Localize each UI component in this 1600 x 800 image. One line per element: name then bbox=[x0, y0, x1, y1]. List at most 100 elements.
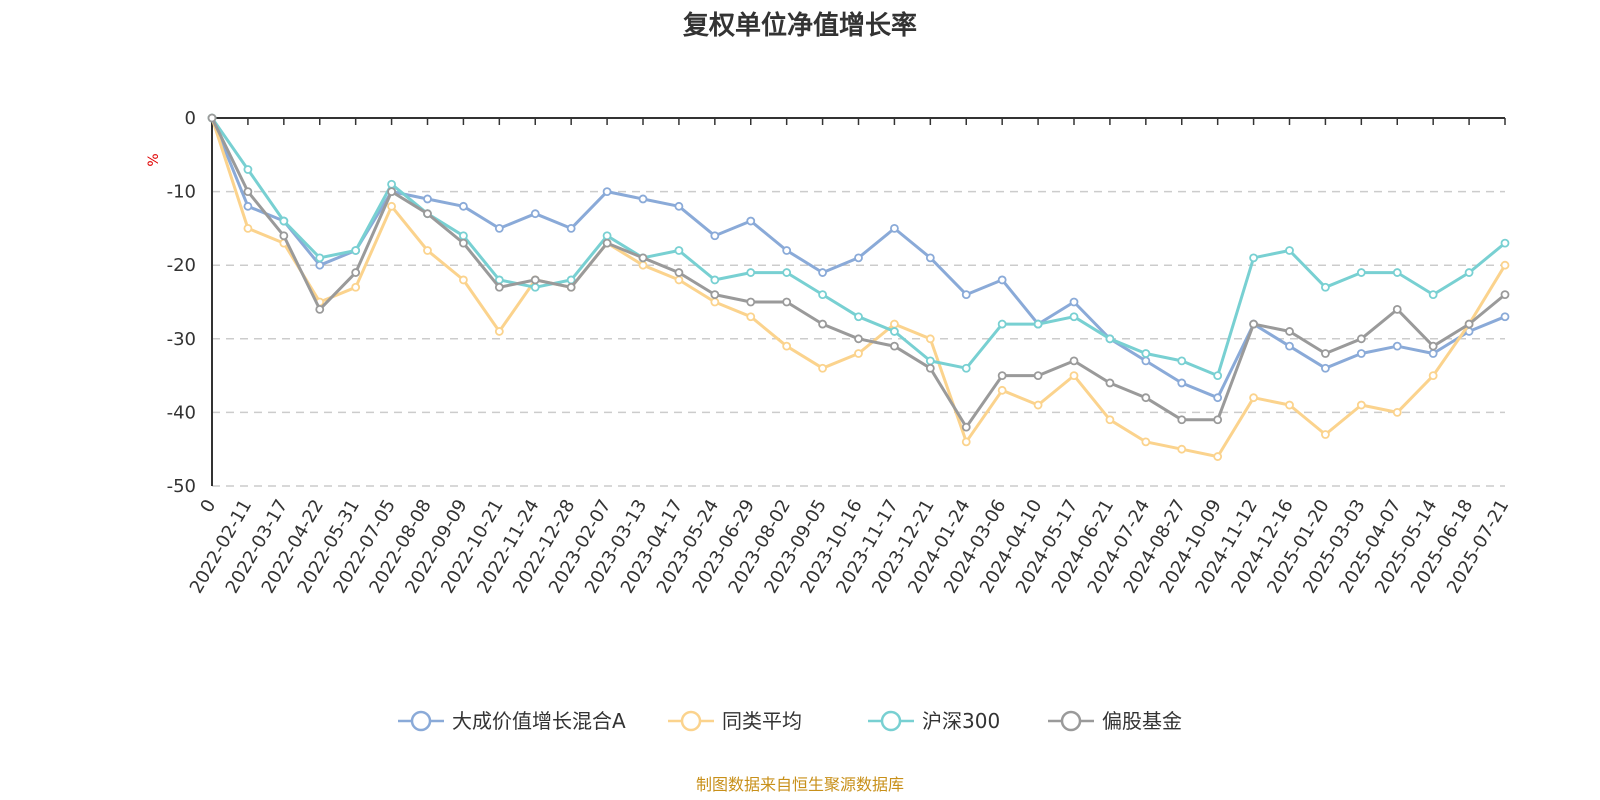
data-point bbox=[854, 253, 863, 263]
data-point bbox=[890, 327, 899, 336]
y-tick-label: -10 bbox=[167, 182, 196, 203]
legend-item[interactable]: 大成价值增长混合A bbox=[398, 709, 626, 733]
data-point bbox=[1285, 341, 1294, 351]
legend-label: 同类平均 bbox=[722, 709, 802, 733]
data-point bbox=[997, 371, 1007, 381]
legend-marker bbox=[410, 710, 432, 732]
data-point bbox=[1213, 452, 1223, 461]
data-point bbox=[1069, 371, 1079, 381]
chart-title: 复权单位净值增长率 bbox=[683, 10, 917, 41]
data-point bbox=[243, 187, 253, 197]
data-point bbox=[746, 312, 756, 322]
data-point bbox=[1033, 400, 1043, 410]
data-point bbox=[818, 363, 827, 373]
data-point bbox=[1105, 415, 1115, 425]
y-tick-label: 0 bbox=[185, 108, 196, 129]
data-point bbox=[1033, 319, 1043, 329]
data-point bbox=[1069, 312, 1079, 322]
y-axis-unit: % bbox=[146, 153, 162, 166]
data-point bbox=[710, 275, 720, 285]
data-point bbox=[1428, 341, 1438, 351]
legend-label: 偏股基金 bbox=[1102, 709, 1182, 733]
data-point bbox=[387, 187, 396, 197]
data-point bbox=[351, 268, 361, 277]
data-point bbox=[1105, 334, 1115, 344]
data-point bbox=[602, 238, 612, 248]
data-point bbox=[890, 341, 899, 351]
data-point bbox=[1033, 371, 1043, 381]
data-point bbox=[1177, 356, 1187, 366]
data-point bbox=[782, 246, 792, 255]
data-point bbox=[243, 201, 253, 211]
data-point bbox=[566, 282, 576, 292]
data-point bbox=[854, 334, 863, 344]
data-point bbox=[1321, 349, 1330, 358]
y-tick-label: -40 bbox=[167, 402, 196, 423]
data-point bbox=[746, 216, 756, 226]
legend-label: 沪深300 bbox=[922, 709, 1000, 733]
data-point bbox=[746, 297, 756, 307]
legend-item[interactable]: 同类平均 bbox=[668, 709, 802, 733]
data-point bbox=[315, 260, 325, 270]
data-point bbox=[1321, 282, 1330, 292]
data-point bbox=[351, 246, 361, 255]
legend-marker bbox=[680, 710, 702, 732]
data-point bbox=[638, 253, 648, 263]
data-point bbox=[423, 194, 432, 204]
data-point bbox=[530, 275, 540, 285]
data-point bbox=[207, 113, 217, 123]
data-point bbox=[782, 341, 792, 351]
data-point bbox=[1356, 349, 1366, 358]
data-point bbox=[494, 282, 504, 292]
data-point bbox=[423, 246, 432, 255]
data-point bbox=[890, 223, 899, 233]
data-point bbox=[387, 179, 396, 189]
data-point bbox=[1500, 290, 1510, 300]
data-point bbox=[710, 297, 720, 307]
series-4 bbox=[207, 113, 1510, 432]
y-tick-label: -20 bbox=[167, 255, 196, 276]
data-point bbox=[961, 437, 971, 447]
data-point bbox=[674, 268, 684, 277]
data-point bbox=[782, 297, 792, 307]
data-point bbox=[1500, 260, 1510, 270]
data-point bbox=[243, 223, 253, 233]
legend-item[interactable]: 偏股基金 bbox=[1048, 709, 1182, 733]
data-point bbox=[818, 290, 827, 300]
series-2 bbox=[207, 113, 1510, 461]
data-point bbox=[1356, 268, 1366, 277]
data-point bbox=[710, 231, 720, 241]
data-point bbox=[279, 216, 289, 226]
data-point bbox=[1213, 371, 1223, 381]
legend[interactable]: 大成价值增长混合A 同类平均 沪深300 偏股基金 bbox=[398, 709, 1182, 733]
data-point bbox=[674, 275, 684, 285]
data-point bbox=[602, 231, 612, 241]
data-point bbox=[351, 282, 361, 292]
data-point bbox=[746, 268, 756, 277]
data-point bbox=[1356, 400, 1366, 410]
data-point bbox=[1392, 407, 1402, 417]
data-point bbox=[961, 363, 971, 373]
data-point bbox=[1069, 297, 1079, 307]
data-point bbox=[1428, 290, 1438, 300]
data-point bbox=[1213, 415, 1223, 425]
data-point bbox=[459, 231, 468, 241]
legend-item[interactable]: 沪深300 bbox=[868, 709, 1000, 733]
data-point bbox=[1141, 393, 1151, 403]
data-point bbox=[1177, 444, 1187, 454]
data-point bbox=[459, 201, 468, 211]
data-point bbox=[1321, 430, 1330, 439]
data-point bbox=[1069, 356, 1079, 366]
data-point bbox=[674, 246, 684, 255]
data-point bbox=[961, 422, 971, 432]
data-point bbox=[674, 201, 684, 211]
data-point bbox=[1141, 349, 1151, 358]
data-point bbox=[1141, 437, 1151, 447]
data-point bbox=[315, 253, 325, 263]
legend-label: 大成价值增长混合A bbox=[452, 709, 626, 733]
data-point bbox=[1105, 378, 1115, 388]
data-point bbox=[997, 275, 1007, 285]
data-point bbox=[997, 319, 1007, 329]
